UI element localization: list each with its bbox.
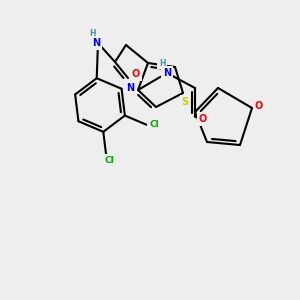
Text: O: O xyxy=(255,101,263,111)
Text: H: H xyxy=(90,29,96,38)
Text: Cl: Cl xyxy=(149,120,159,129)
Text: N: N xyxy=(163,68,171,78)
Text: O: O xyxy=(132,69,140,79)
Text: N: N xyxy=(126,83,134,93)
Text: O: O xyxy=(199,114,207,124)
Text: Cl: Cl xyxy=(104,156,114,165)
Text: S: S xyxy=(182,97,189,107)
Text: H: H xyxy=(159,58,165,68)
Text: N: N xyxy=(92,38,100,48)
